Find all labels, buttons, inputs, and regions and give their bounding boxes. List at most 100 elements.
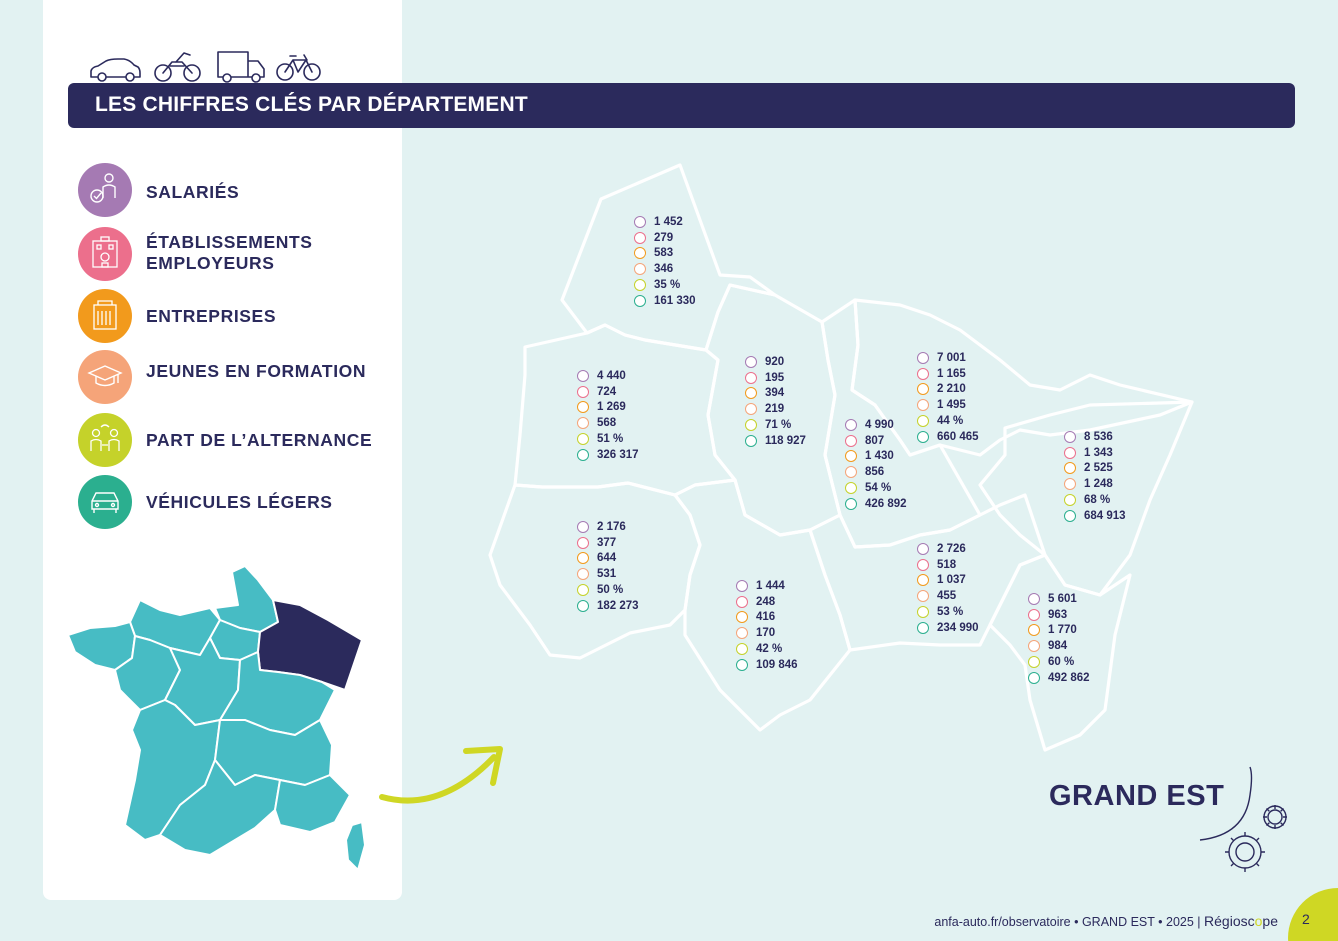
people-exchange-icon xyxy=(845,482,857,495)
stat-etablissements: 1 343 xyxy=(1084,446,1113,459)
car-front-icon xyxy=(745,434,757,447)
dept-stats-vosges: 2 726 518 1 037 455 53 % 234 990 xyxy=(917,541,979,636)
graduation-cap-icon xyxy=(577,568,589,581)
footer: anfa-auto.fr/observatoire • GRAND EST • … xyxy=(934,913,1278,929)
footer-separator: | xyxy=(1197,915,1205,929)
car-front-icon xyxy=(917,621,929,634)
people-exchange-icon xyxy=(1028,656,1040,669)
graduation-cap-icon xyxy=(917,590,929,603)
dept-stats-meuse: 920 195 394 219 71 % 118 927 xyxy=(745,354,806,449)
legend-label-etablissements-line2: EMPLOYEURS xyxy=(146,253,275,273)
stat-salaries: 2 176 xyxy=(597,520,626,533)
stat-vehicules: 684 913 xyxy=(1084,509,1126,522)
car-front-icon xyxy=(1064,509,1076,522)
stat-entreprises: 1 430 xyxy=(865,450,894,463)
stat-alternance: 50 % xyxy=(597,584,624,597)
stat-etablissements: 377 xyxy=(597,536,617,549)
legend-item-etablissements: ÉTABLISSEMENTS EMPLOYEURS xyxy=(78,227,388,281)
employee-icon xyxy=(917,351,929,364)
graduation-cap-icon xyxy=(736,627,748,640)
stat-alternance: 68 % xyxy=(1084,494,1111,507)
graduation-cap-icon xyxy=(745,403,757,416)
stat-alternance: 54 % xyxy=(865,482,892,495)
dept-outline-vosges xyxy=(808,493,1047,652)
dept-outline-haute-marne xyxy=(673,478,852,732)
stat-vehicules: 161 330 xyxy=(654,294,696,307)
people-exchange-icon xyxy=(1064,494,1076,507)
office-icon xyxy=(1064,462,1076,475)
employee-icon xyxy=(736,579,748,592)
car-front-icon xyxy=(917,430,929,443)
people-exchange-icon xyxy=(78,413,132,467)
gears-icon xyxy=(1199,766,1287,872)
stat-jeunes: 170 xyxy=(756,627,776,640)
region-name: GRAND EST xyxy=(1049,780,1225,812)
dept-stats-ardennes: 1 452 279 583 346 35 % 161 330 xyxy=(634,214,696,309)
brand-logo: Régioscope xyxy=(1204,913,1278,929)
dept-stats-marne: 4 440 724 1 269 568 51 % 326 317 xyxy=(577,368,639,463)
stat-vehicules: 109 846 xyxy=(756,658,798,671)
stat-salaries: 7 001 xyxy=(937,351,966,364)
car-front-icon xyxy=(78,475,132,529)
building-icon xyxy=(577,536,589,549)
stat-jeunes: 1 495 xyxy=(937,399,966,412)
stat-alternance: 71 % xyxy=(765,419,792,432)
office-icon xyxy=(917,574,929,587)
region-auvergne-rhone-alpes xyxy=(214,719,333,786)
footer-year: 2025 xyxy=(1166,915,1194,929)
people-exchange-icon xyxy=(577,433,589,446)
building-icon xyxy=(78,227,132,281)
france-map xyxy=(67,565,366,871)
stat-vehicules: 492 862 xyxy=(1048,671,1090,684)
stat-etablissements: 724 xyxy=(597,385,617,398)
stat-etablissements: 1 165 xyxy=(937,367,966,380)
stat-entreprises: 2 525 xyxy=(1084,462,1113,475)
car-front-icon xyxy=(845,497,857,510)
stat-entreprises: 2 210 xyxy=(937,383,966,396)
legend-label-entreprises: ENTREPRISES xyxy=(146,306,277,326)
stat-salaries: 1 444 xyxy=(756,579,785,592)
stat-salaries: 2 726 xyxy=(937,542,966,555)
vehicle-icons xyxy=(90,51,321,83)
stat-entreprises: 394 xyxy=(765,387,785,400)
dept-stats-meurthe-et-moselle: 4 990 807 1 430 856 54 % 426 892 xyxy=(845,417,907,512)
stat-jeunes: 1 248 xyxy=(1084,478,1113,491)
stat-salaries: 8 536 xyxy=(1084,430,1113,443)
people-exchange-icon xyxy=(577,584,589,597)
employee-icon xyxy=(78,163,132,217)
stat-alternance: 42 % xyxy=(756,643,783,656)
stat-entreprises: 1 037 xyxy=(937,574,966,587)
bicycle-icon xyxy=(276,54,321,81)
legend-item-salaries: SALARIÉS xyxy=(78,163,388,217)
office-icon xyxy=(917,383,929,396)
office-icon xyxy=(1028,624,1040,637)
car-front-icon xyxy=(1028,671,1040,684)
stat-alternance: 60 % xyxy=(1048,656,1075,669)
graduation-cap-icon xyxy=(634,263,646,276)
stat-vehicules: 118 927 xyxy=(765,434,806,447)
stat-salaries: 4 990 xyxy=(865,418,894,431)
graduation-cap-icon xyxy=(1028,640,1040,653)
title-bar: LES CHIFFRES CLÉS PAR DÉPARTEMENT xyxy=(68,83,1295,128)
people-exchange-icon xyxy=(745,419,757,432)
region-corse xyxy=(345,821,366,871)
employee-icon xyxy=(577,369,589,382)
legend-label-etablissements: ÉTABLISSEMENTS EMPLOYEURS xyxy=(146,232,313,274)
stat-vehicules: 234 990 xyxy=(937,621,979,634)
footer-url[interactable]: anfa-auto.fr/observatoire xyxy=(934,915,1071,929)
building-icon xyxy=(845,434,857,447)
stat-entreprises: 1 269 xyxy=(597,401,626,414)
office-icon xyxy=(634,247,646,260)
legend-item-alternance: PART DE L’ALTERNANCE xyxy=(78,413,388,467)
motorcycle-icon xyxy=(154,52,201,82)
legend-label-alternance: PART DE L’ALTERNANCE xyxy=(146,430,373,450)
footer-region: GRAND EST xyxy=(1081,915,1155,929)
dept-stats-moselle: 7 001 1 165 2 210 1 495 44 % 660 465 xyxy=(917,350,979,445)
legend-label-jeunes: JEUNES EN FORMATION xyxy=(146,361,367,381)
stat-entreprises: 644 xyxy=(597,552,617,565)
car-front-icon xyxy=(736,658,748,671)
graduation-cap-icon xyxy=(78,350,132,404)
stat-entreprises: 583 xyxy=(654,247,674,260)
building-icon xyxy=(634,231,646,244)
car-icon xyxy=(90,58,141,82)
